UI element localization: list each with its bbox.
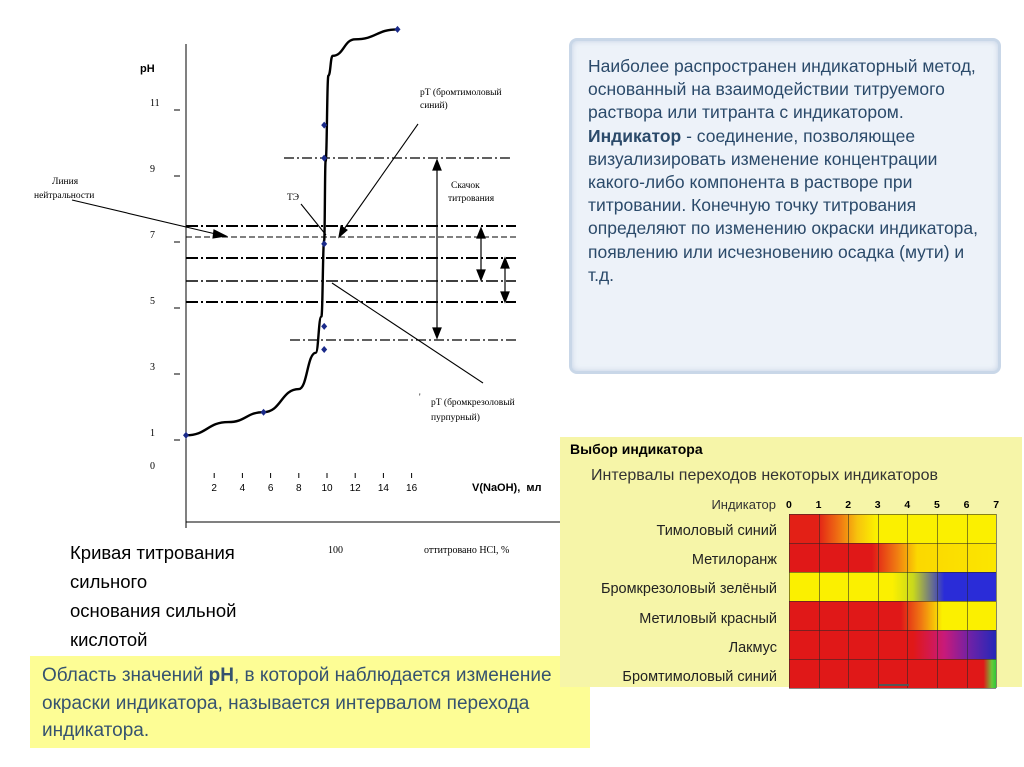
pt-bromocresol-line2: пурпурный)	[431, 412, 480, 423]
grid-line	[789, 659, 996, 660]
indicator-color-band	[789, 572, 996, 601]
indicator-method-text-box: Наиболее распространен индикаторный мето…	[569, 38, 1001, 374]
caption-line-4: кислотой	[70, 629, 148, 650]
indicator-panel-subtitle: Интервалы переходов некоторых индикаторо…	[591, 467, 938, 484]
data-point-marker	[321, 121, 328, 129]
x-tick-label: 8	[296, 483, 302, 494]
indicator-name: Метилоранж	[691, 552, 777, 569]
grid-line	[789, 572, 996, 573]
info-paragraph-1: Наиболее распространен индикаторный мето…	[588, 56, 976, 123]
pt-bromothymol-line2: синий)	[420, 100, 448, 111]
titration-chart: pH V(NaOH), мл 100 оттитровано HCl, % 0 1…	[34, 25, 560, 556]
indicator-selection-panel: Выбор индикатора Интервалы переходов нек…	[560, 437, 1022, 689]
definition-before: Область значений	[42, 665, 209, 686]
indicator-color-band	[789, 630, 996, 659]
jump-range-arrow	[432, 158, 442, 340]
grid-line	[789, 543, 996, 544]
neutral-label-line1: Линия	[52, 177, 79, 187]
indicator-column-header: Индикатор	[711, 497, 776, 512]
y-tick-label: 1	[150, 428, 155, 439]
y-tick-label: 0	[150, 461, 155, 472]
data-point-marker	[394, 25, 401, 33]
indicator-color-band	[789, 514, 996, 543]
y-tick-label: 5	[150, 296, 155, 307]
x2-axis-label: оттитровано HCl, %	[424, 545, 509, 556]
info-paragraph-2: - соединение, позволяющее визуализироват…	[588, 125, 979, 285]
data-point-marker	[260, 408, 267, 416]
jump-label-line2: титрования	[448, 194, 495, 204]
x2-tick-label: 100	[328, 545, 343, 556]
indicator-name: Лакмус	[728, 639, 777, 656]
x-axis-label: V(NaOH), мл	[472, 482, 542, 494]
neutral-label-line2: нейтральности	[34, 190, 94, 201]
grid-line	[789, 688, 996, 689]
neutral-pointer-arrowhead	[212, 229, 228, 239]
x-tick-label: 12	[350, 483, 362, 494]
indicator-color-grid	[789, 514, 998, 689]
indicator-color-band	[789, 601, 996, 630]
neutral-pointer-line	[71, 199, 221, 236]
data-point-marker	[321, 346, 328, 353]
grid-line	[996, 514, 998, 688]
data-point-marker	[321, 322, 328, 330]
y-axis-label: pH	[140, 63, 155, 75]
grid-line	[789, 514, 996, 515]
y-tick-label: 11	[150, 98, 160, 109]
pt-bromocresol-line1: рТ (бромкрезоловый	[431, 397, 515, 408]
y-tick-label: 7	[150, 230, 155, 241]
data-point-marker	[321, 154, 328, 162]
ph-scale-tick: 7	[993, 499, 1000, 511]
x-tick-label: 10	[321, 483, 333, 494]
te-label: ТЭ	[287, 193, 299, 203]
x-tick-label: 2	[211, 483, 217, 494]
bromocresol-range-arrow	[500, 256, 510, 304]
x-tick-label: 16	[406, 483, 418, 494]
y-tick-label: 3	[150, 362, 155, 373]
data-point-marker	[321, 240, 328, 248]
ph-scale-tick: 2	[845, 499, 852, 511]
indicator-panel-title: Выбор индикатора	[570, 441, 703, 457]
caption-line-1: Кривая титрования	[70, 542, 235, 563]
panel-bottom-mark	[879, 684, 909, 686]
pt-bromothymol-line1: рТ (бромтимоловый	[420, 87, 502, 98]
indicator-name: Тимоловый синий	[656, 523, 777, 539]
info-term-indicator: Индикатор	[588, 125, 682, 146]
bromothymol-pointer-line	[341, 123, 419, 233]
grid-line	[789, 630, 996, 631]
ph-scale-tick: 4	[904, 499, 911, 511]
caption-line-2: сильного	[70, 571, 148, 592]
x-tick-label: 4	[240, 483, 246, 494]
indicator-color-band	[789, 659, 996, 688]
indicator-name: Бромкрезоловый зелёный	[600, 581, 777, 598]
ph-scale-tick: 5	[934, 499, 940, 511]
ph-scale-tick: 3	[874, 499, 881, 511]
chart-caption: Кривая титрования сильного основания сил…	[70, 538, 237, 654]
data-point-marker	[183, 431, 189, 439]
indicator-name: Метиловый красный	[639, 610, 777, 627]
definition-after: , в которой наблюдается изменение окраск…	[42, 665, 552, 741]
bromocresol-pointer-line	[331, 282, 484, 384]
ph-scale-tick: 1	[815, 499, 822, 511]
ph-scale-tick: 6	[963, 499, 970, 511]
caption-line-3: основания сильной	[70, 600, 237, 621]
ph-scale-tick: 0	[786, 499, 792, 511]
indicator-name: Бромтимоловый синий	[622, 669, 777, 685]
indicator-color-band	[789, 543, 996, 572]
te-pointer-line	[300, 203, 327, 236]
pt-bromocresol-mark: '	[419, 392, 421, 402]
y-tick-label: 9	[150, 164, 155, 175]
transition-interval-definition: Область значений рН, в которой наблюдает…	[30, 656, 590, 748]
grid-line	[789, 601, 996, 602]
bromothymol-pointer-arrowhead	[338, 225, 348, 239]
definition-term-ph: рН	[208, 665, 234, 686]
jump-label-line1: Скачок	[451, 181, 480, 191]
x-tick-label: 6	[268, 483, 274, 494]
bromothymol-range-arrow	[476, 226, 486, 282]
x-tick-label: 14	[378, 483, 390, 494]
